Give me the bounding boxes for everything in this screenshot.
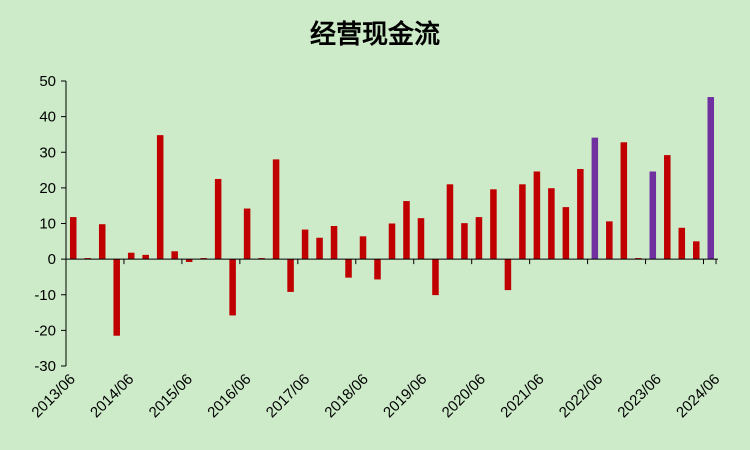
x-tick-label: 2024/06 [673,371,723,421]
bar [707,97,715,260]
x-tick-label: 2014/06 [87,371,137,421]
bar [475,217,483,260]
bar [84,258,91,260]
x-tick-label: 2022/06 [556,371,606,421]
bar [432,259,439,296]
y-tick-label: -10 [34,287,56,304]
bar [678,227,686,260]
bar [69,217,77,260]
x-tick-label: 2019/06 [380,371,430,421]
y-tick-label: 0 [48,251,56,268]
bar [229,259,236,316]
y-tick-label: 50 [39,73,56,90]
bar [504,259,512,291]
bar [301,229,309,260]
bar [359,236,367,260]
bar [113,259,120,336]
x-tick-label: 2017/06 [263,371,313,421]
bar [533,171,541,260]
x-tick-label: 2021/06 [497,371,547,421]
x-tick-label: 2023/06 [614,371,664,421]
bar [243,208,251,260]
bar [403,201,410,260]
bar [330,225,338,260]
bar [142,254,149,260]
bar [98,224,106,260]
bar [345,259,352,278]
bar [388,223,396,260]
bar [258,258,265,260]
bar [519,184,526,260]
bar [606,221,613,260]
x-tick-label: 2015/06 [146,371,196,421]
chart-title: 经营现金流 [309,20,440,50]
bar [127,252,135,260]
bar [490,189,497,260]
bar [287,259,294,292]
y-tick-label: -20 [34,322,56,339]
bar [620,142,628,260]
bar [417,218,425,260]
bar [461,223,468,260]
bar [591,137,599,260]
bar [171,251,178,260]
y-tick-label: -30 [34,358,56,375]
bar [562,207,570,260]
bar [577,168,584,260]
y-tick-label: 30 [39,144,56,161]
bar [548,188,555,260]
bar [446,184,454,260]
y-tick-label: 10 [39,216,56,233]
bar [200,258,207,260]
bar [185,259,193,262]
bar [649,171,657,260]
x-tick-label: 2013/06 [28,371,78,421]
bar [664,155,671,260]
x-tick-label: 2020/06 [439,371,489,421]
bar [214,178,222,260]
bar [272,159,280,260]
bar [635,258,642,260]
bar [316,237,323,260]
bar [693,241,700,260]
x-tick-label: 2018/06 [321,371,371,421]
bar [374,259,381,280]
y-tick-label: 20 [39,180,56,197]
y-tick-label: 40 [39,109,56,126]
bar [156,135,164,260]
x-tick-label: 2016/06 [204,371,254,421]
